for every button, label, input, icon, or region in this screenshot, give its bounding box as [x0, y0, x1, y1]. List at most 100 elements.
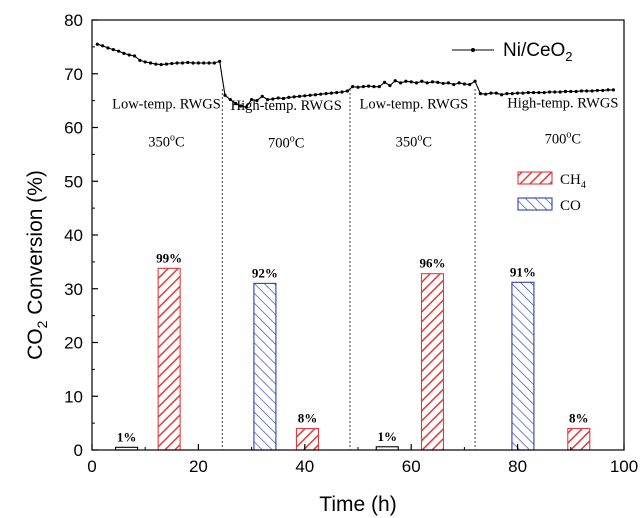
bar: [253, 282, 277, 451]
series-point: [297, 94, 302, 98]
y-axis-title-suffix: Conversion (%): [24, 170, 47, 321]
bar-value-label: 91%: [510, 264, 536, 279]
series-point: [250, 97, 254, 102]
legend-bar-label: CH4: [560, 172, 586, 191]
legend-bar-label: CO: [560, 198, 581, 214]
phase-temperature-value: 700: [268, 135, 290, 151]
series-point: [521, 91, 525, 95]
series-point: [313, 93, 318, 97]
phase-label: Low-temp. RWGS: [359, 97, 468, 113]
legend-line-marker: [471, 48, 475, 52]
y-axis-title-subscript: 2: [34, 320, 50, 328]
series-point: [446, 81, 451, 85]
bar: [157, 267, 181, 451]
series-point: [234, 101, 238, 105]
bar: [295, 427, 320, 451]
series-point: [558, 90, 562, 94]
series-point: [436, 80, 440, 84]
series-point: [351, 85, 355, 89]
series-point: [590, 89, 594, 93]
series-point: [260, 94, 264, 98]
legend-bar-label-text: CO: [560, 198, 581, 214]
series-point: [553, 90, 557, 94]
series-point: [542, 90, 546, 95]
series-point: [265, 97, 270, 102]
bar: [567, 427, 591, 451]
series-point: [95, 42, 99, 46]
series-point: [420, 79, 424, 83]
series-point: [595, 88, 600, 93]
series-point: [223, 93, 227, 97]
series-point: [207, 61, 211, 65]
y-tick-label: 30: [64, 280, 83, 299]
series-point: [292, 95, 296, 99]
x-tick-label: 40: [295, 457, 314, 476]
series-point: [377, 85, 381, 89]
series-point: [388, 83, 392, 88]
series-point: [106, 46, 110, 50]
y-tick-label: 40: [64, 226, 83, 245]
series-point: [159, 63, 163, 67]
series-point: [196, 61, 200, 65]
series-point: [505, 92, 509, 96]
series-point: [101, 44, 105, 48]
phase-label: Low-temp. RWGS: [112, 97, 221, 113]
series-point: [308, 93, 312, 97]
series-point: [398, 81, 403, 85]
bar-layer: 1% 99% 92% 8% 1% 96% 91% 8%: [115, 250, 591, 451]
series-point: [345, 89, 349, 93]
phase-temperature-degree: o: [566, 130, 571, 141]
bar-value-label: 99%: [156, 250, 182, 265]
phase-temperature-unit: C: [175, 134, 185, 150]
phase-temperature-unit: C: [571, 132, 581, 148]
series-point: [468, 82, 472, 87]
phase-temperature: 350oC: [148, 132, 184, 150]
phase-temperature: 700oC: [545, 130, 581, 148]
series-point: [516, 91, 520, 95]
bar: [420, 273, 445, 451]
line-layer: [95, 42, 615, 109]
series-point: [494, 91, 498, 95]
series-point: [606, 88, 610, 92]
series-point: [361, 85, 365, 89]
series-point: [255, 99, 259, 103]
phase-temperature-value: 350: [148, 134, 170, 150]
series-point: [579, 89, 584, 93]
series-point: [452, 82, 456, 87]
series-point: [335, 90, 339, 95]
phase-temperature-value: 700: [545, 132, 567, 148]
series-point: [122, 51, 126, 55]
series-point: [510, 92, 514, 96]
series-point: [148, 61, 153, 65]
series-point: [186, 60, 190, 65]
series-point: [430, 80, 435, 84]
series-point: [175, 61, 179, 65]
phase-temperature-value: 350: [396, 134, 418, 150]
series-point: [393, 79, 397, 83]
series-point: [409, 80, 413, 84]
series-point: [367, 84, 371, 88]
series-point: [531, 90, 536, 95]
series-point: [329, 91, 333, 95]
series-point: [239, 104, 243, 108]
y-tick-label: 20: [64, 334, 83, 353]
series-point: [212, 61, 216, 65]
series-point: [489, 91, 493, 95]
series-point: [585, 89, 589, 93]
legend-line-label-subscript: 2: [565, 49, 572, 64]
legend-bar-swatch: [517, 197, 553, 211]
series-point: [143, 60, 147, 64]
x-tick-label: 80: [508, 457, 527, 476]
bar-value-label: 1%: [117, 429, 137, 444]
y-axis-title: CO2 Conversion (%): [24, 170, 50, 360]
phase-temperature: 350oC: [396, 132, 432, 150]
series-point: [180, 61, 185, 65]
phase-label: High-temp. RWGS: [507, 96, 618, 112]
series-point: [271, 97, 275, 101]
series-point: [537, 90, 541, 95]
legend-bar-label-subscript: 4: [581, 180, 586, 191]
series-point: [569, 89, 573, 94]
series-point: [340, 90, 344, 94]
series-point: [611, 88, 615, 92]
